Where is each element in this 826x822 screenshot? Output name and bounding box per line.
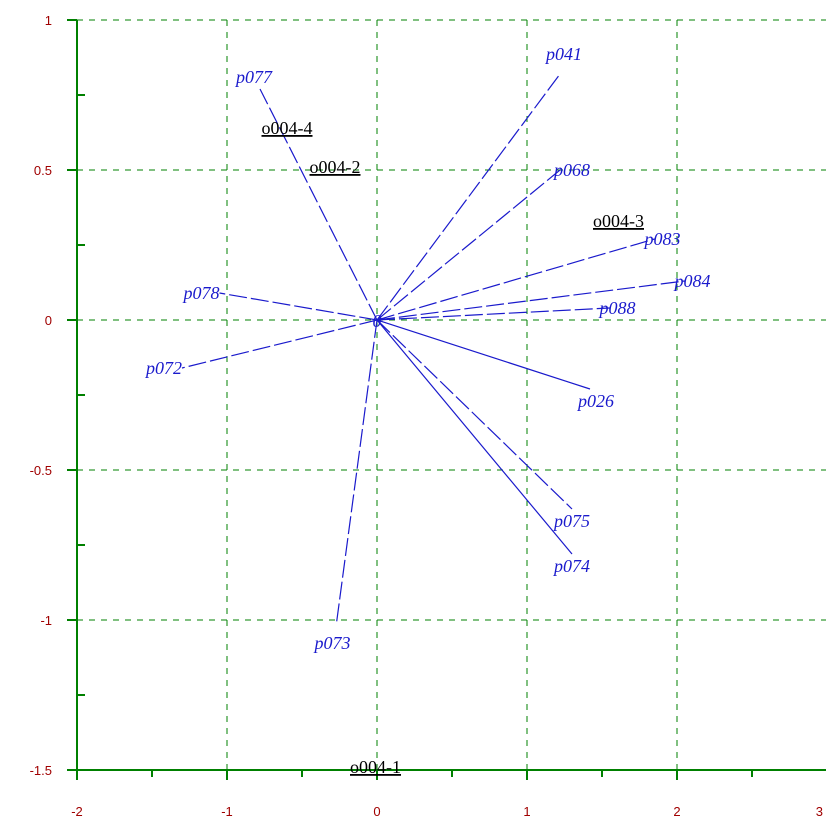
vector-line bbox=[181, 319, 378, 369]
vector-line bbox=[376, 319, 591, 390]
vector-line bbox=[376, 319, 573, 510]
vector-label: p083 bbox=[643, 229, 681, 249]
x-tick-label: 2 bbox=[673, 804, 680, 819]
observation-label: o004-4 bbox=[262, 118, 313, 138]
vector-label: p088 bbox=[598, 298, 636, 318]
observation-label: o004-3 bbox=[593, 211, 644, 231]
vector-label: p068 bbox=[552, 160, 590, 180]
vector-line bbox=[376, 319, 573, 555]
y-tick-label: 0.5 bbox=[34, 163, 52, 178]
y-tick-label: 1 bbox=[45, 13, 52, 28]
observation-label: o004-2 bbox=[310, 157, 361, 177]
x-tick-label: -2 bbox=[71, 804, 83, 819]
vector-label: p077 bbox=[234, 67, 273, 87]
vector-label: p072 bbox=[144, 358, 182, 378]
observation-label: o004-1 bbox=[350, 757, 401, 777]
x-tick-label: -1 bbox=[221, 804, 233, 819]
y-tick-label: -1 bbox=[40, 613, 52, 628]
vector-label: p078 bbox=[182, 283, 220, 303]
vector-label: p075 bbox=[552, 511, 590, 531]
vector-line bbox=[219, 292, 378, 321]
vector-line bbox=[376, 307, 610, 321]
y-tick-label: -1.5 bbox=[30, 763, 52, 778]
vector-line bbox=[376, 238, 655, 321]
vector-label: p084 bbox=[673, 271, 711, 291]
x-tick-label: 3 bbox=[816, 804, 823, 819]
y-tick-label: 0 bbox=[45, 313, 52, 328]
x-tick-label: 1 bbox=[523, 804, 530, 819]
grid-lines bbox=[77, 19, 826, 770]
vector-label: p041 bbox=[544, 44, 582, 64]
vector-line bbox=[259, 88, 378, 321]
vector-line bbox=[376, 169, 561, 321]
point-labels: p041 p077 p068 p083 p084 p088 p078 p072 p026 p075… bbox=[144, 44, 711, 777]
x-tick-label: 0 bbox=[373, 804, 380, 819]
y-tick-label: -0.5 bbox=[30, 463, 52, 478]
vector-line bbox=[376, 280, 685, 321]
variable-vectors bbox=[181, 73, 685, 624]
vector-label: p026 bbox=[576, 391, 614, 411]
vector-line bbox=[376, 73, 561, 321]
axes: -2 -1 0 1 2 3 -1.5 -1 -0.5 0 0.5 1 bbox=[30, 13, 826, 819]
vector-label: p073 bbox=[313, 633, 351, 653]
origin-marker: 0 bbox=[373, 311, 382, 331]
vector-label: p074 bbox=[552, 556, 590, 576]
vector-line bbox=[335, 319, 378, 624]
